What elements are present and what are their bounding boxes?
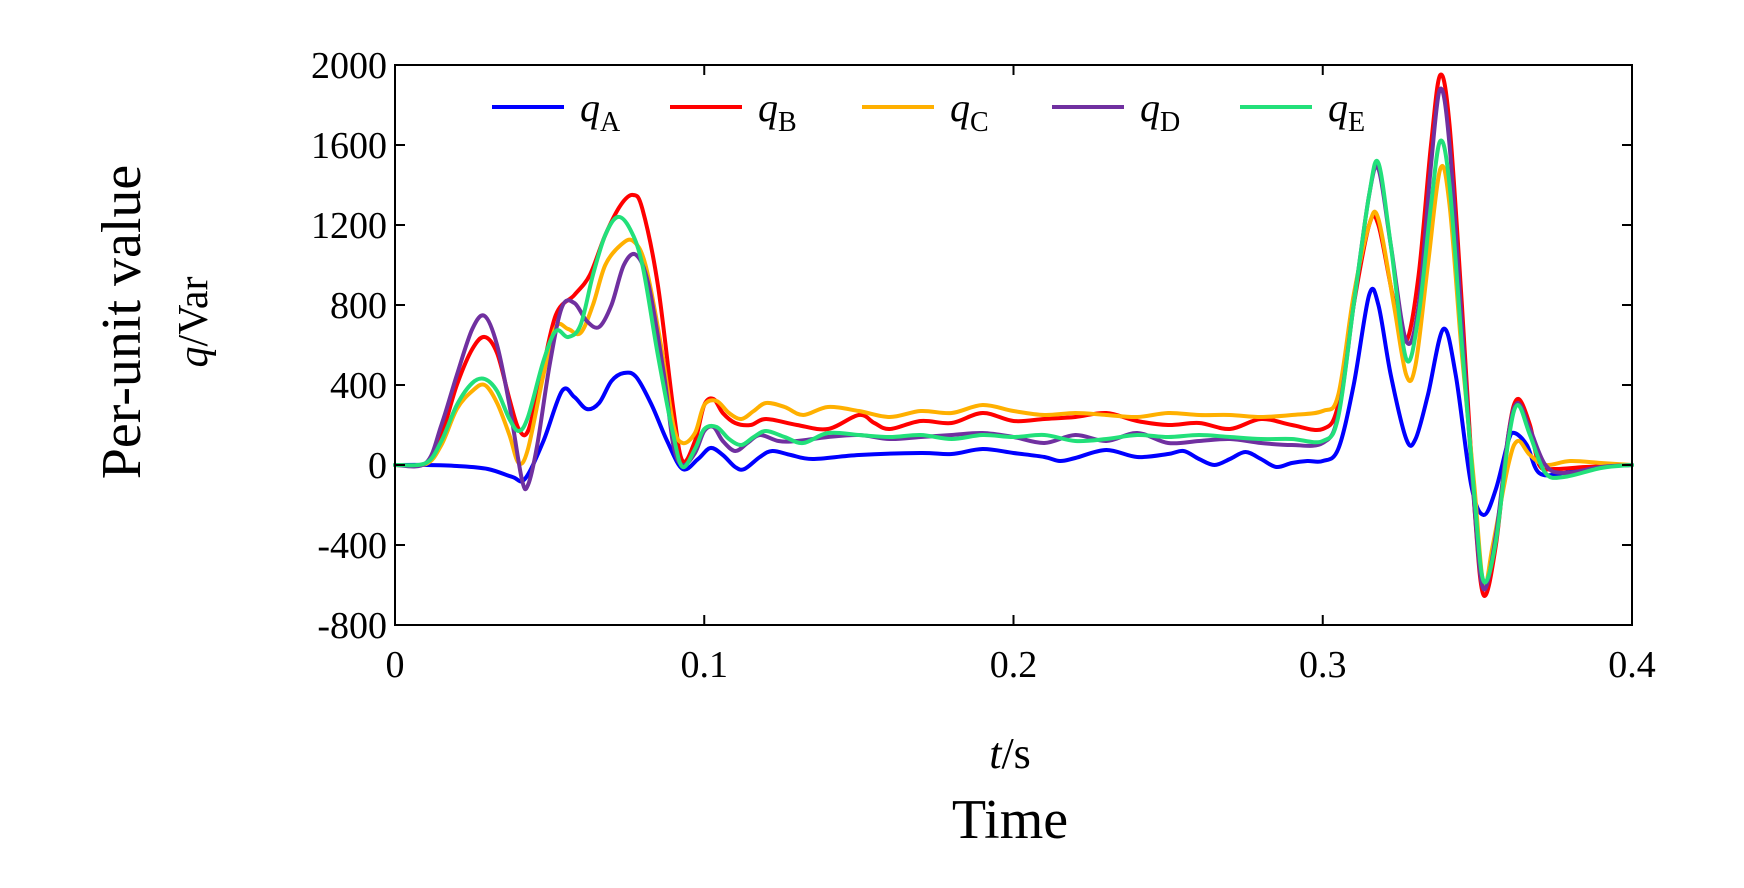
x-tick-label: 0.4 (1608, 644, 1656, 686)
legend-label-qB: qB (758, 85, 797, 138)
series-line-qC (393, 164, 1634, 589)
legend-variable: q (758, 85, 778, 130)
legend-subscript: B (778, 107, 797, 138)
legend-variable: q (580, 85, 600, 130)
y-tick-label: -800 (317, 605, 387, 647)
x-tick-label: 0.2 (990, 644, 1038, 686)
legend-variable: q (950, 85, 970, 130)
legend-subscript: D (1160, 107, 1180, 138)
legend-label-qE: qE (1328, 85, 1365, 138)
x-axis-unit: /s (1001, 729, 1030, 778)
x-tick-label: 0.1 (681, 644, 729, 686)
legend-variable: q (1140, 85, 1160, 130)
x-axis-label: t/s (989, 729, 1031, 778)
y-tick-label: 400 (330, 365, 387, 407)
y-axis-unit-label: q/Var (171, 277, 217, 368)
x-axis-subtitle: Time (952, 789, 1068, 851)
y-tick-label: 2000 (311, 45, 387, 87)
legend-label-qD: qD (1140, 85, 1180, 138)
x-tick-label: 0 (386, 644, 405, 686)
y-tick-label: 1600 (311, 125, 387, 167)
legend-variable: q (1328, 85, 1348, 130)
y-axis-variable: q (171, 346, 217, 367)
series-line-qE (393, 138, 1634, 585)
legend-subscript: A (600, 107, 621, 138)
series-line-qA (393, 286, 1634, 517)
y-tick-label: -400 (317, 525, 387, 567)
y-tick-label: 800 (330, 285, 387, 327)
legend: qA qB qC qD qE (492, 85, 1365, 138)
series-line-qD (393, 86, 1634, 592)
legend-label-qA: qA (580, 85, 621, 138)
legend-label-qC: qC (950, 85, 989, 138)
y-tick-label: 0 (368, 445, 387, 487)
y-axis-label: Per-unit value (91, 165, 153, 480)
legend-subscript: C (970, 107, 989, 138)
x-axis-variable: t (989, 729, 1003, 778)
y-axis-unit: /Var (171, 277, 217, 347)
tick-layer: -800 -400 0 400 800 1200 1600 2000 0 0.1 0.2 0.3 0.4 (311, 45, 1656, 686)
legend-subscript: E (1348, 107, 1365, 138)
x-tick-label: 0.3 (1299, 644, 1347, 686)
y-tick-label: 1200 (311, 205, 387, 247)
series-layer (393, 72, 1634, 598)
